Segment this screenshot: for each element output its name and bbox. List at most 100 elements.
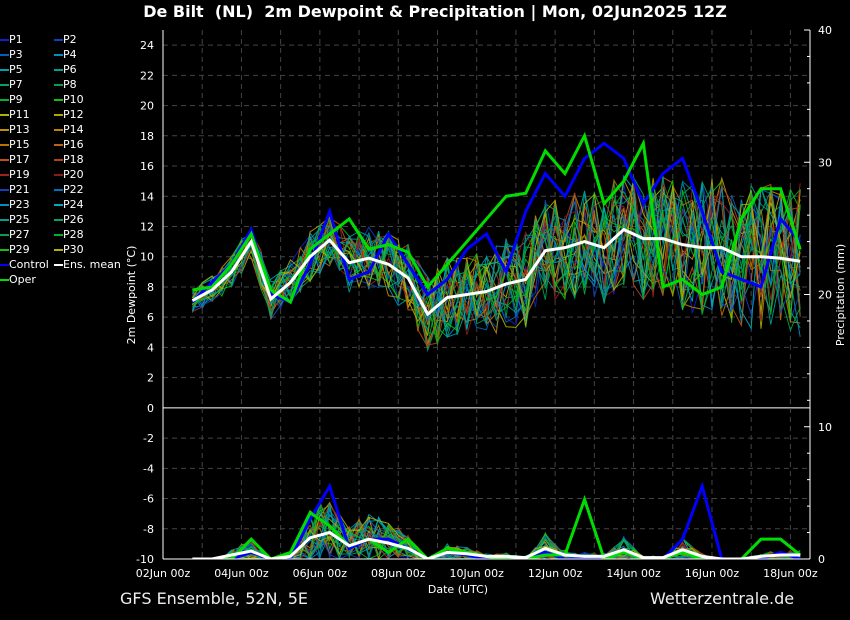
legend-swatch xyxy=(54,39,63,41)
legend-item-p21: P21 xyxy=(0,182,30,197)
member-p25-dewpoint-line xyxy=(191,185,801,333)
legend-item-p14: P14 xyxy=(54,122,84,137)
member-p24-precip-line xyxy=(192,512,801,559)
legend-label: P11 xyxy=(9,108,30,121)
y2-tick-label: 40 xyxy=(818,24,832,37)
y2-tick-label: 20 xyxy=(818,289,832,302)
y-tick-label: -6 xyxy=(143,493,154,506)
legend-swatch xyxy=(0,219,9,221)
legend-item-p9: P9 xyxy=(0,92,23,107)
x-tick-label: 02Jun 00z xyxy=(136,567,191,580)
member-p9-precip-line xyxy=(192,514,801,559)
legend-item-control: Control xyxy=(0,257,49,272)
legend-item-p25: P25 xyxy=(0,212,30,227)
legend-item-p20: P20 xyxy=(54,167,84,182)
member-p4-precip-line xyxy=(192,513,801,559)
legend-label: P16 xyxy=(63,138,84,151)
y-tick-label: -4 xyxy=(143,462,154,475)
legend-item-p22: P22 xyxy=(54,182,84,197)
legend-label: P28 xyxy=(63,228,84,241)
legend-label: P1 xyxy=(9,33,23,46)
legend-swatch xyxy=(54,264,63,266)
legend-item-p16: P16 xyxy=(54,137,84,152)
legend-swatch xyxy=(0,84,9,86)
y-tick-label: 2 xyxy=(147,372,154,385)
legend-label: P22 xyxy=(63,183,84,196)
member-p30-precip-line xyxy=(192,516,801,559)
x-tick-label: 14Jun 00z xyxy=(606,567,661,580)
legend-item-p19: P19 xyxy=(0,167,30,182)
legend-swatch xyxy=(0,39,9,41)
legend-swatch xyxy=(0,264,9,266)
legend-swatch xyxy=(0,114,9,116)
legend-item-p5: P5 xyxy=(0,62,23,77)
legend-item-p2: P2 xyxy=(54,32,77,47)
legend-swatch xyxy=(54,144,63,146)
legend-label: P13 xyxy=(9,123,30,136)
y-tick-label: -8 xyxy=(143,523,154,536)
legend-item-p8: P8 xyxy=(54,77,77,92)
y-tick-label: 8 xyxy=(147,281,154,294)
legend-swatch xyxy=(0,279,9,281)
member-p5-precip-line xyxy=(192,514,801,559)
ens-mean-dewpoint-line xyxy=(191,227,801,317)
legend-swatch xyxy=(54,234,63,236)
legend-label: P4 xyxy=(63,48,77,61)
model-info: GFS Ensemble, 52N, 5E xyxy=(120,589,308,608)
y-tick-label: 20 xyxy=(140,100,154,113)
y2-tick-label: 10 xyxy=(818,421,832,434)
source-credit: Wetterzentrale.de xyxy=(650,589,795,608)
legend-label: P26 xyxy=(63,213,84,226)
legend-label: P8 xyxy=(63,78,77,91)
y2-tick-label: 0 xyxy=(818,553,825,566)
legend-label: Ens. mean xyxy=(63,258,121,271)
x-axis-label: Date (UTC) xyxy=(428,583,488,596)
legend-label: P19 xyxy=(9,168,30,181)
legend-item-p23: P23 xyxy=(0,197,30,212)
legend-label: P27 xyxy=(9,228,30,241)
legend-item-p24: P24 xyxy=(54,197,84,212)
ens-mean-precip-line xyxy=(192,530,801,559)
legend-item-p1: P1 xyxy=(0,32,23,47)
y-tick-label: 4 xyxy=(147,341,154,354)
legend-item-oper: Oper xyxy=(0,272,36,287)
member-p12-precip-line xyxy=(192,509,801,559)
legend-label: P21 xyxy=(9,183,30,196)
legend-label: P14 xyxy=(63,123,84,136)
legend-label: P25 xyxy=(9,213,30,226)
y-tick-label: 10 xyxy=(140,251,154,264)
y-tick-label: 12 xyxy=(140,220,154,233)
legend-label: P9 xyxy=(9,93,23,106)
legend-item-p30: P30 xyxy=(54,242,84,257)
member-p3-precip-line xyxy=(192,509,801,559)
legend-label: P29 xyxy=(9,243,30,256)
x-tick-label: 06Jun 00z xyxy=(293,567,348,580)
control-precip-line xyxy=(192,481,801,559)
y-tick-label: 14 xyxy=(140,190,154,203)
legend-label: Oper xyxy=(9,273,36,286)
legend-swatch xyxy=(54,249,63,251)
y-tick-label: 24 xyxy=(140,39,154,52)
member-p6-precip-line xyxy=(192,513,801,559)
legend-swatch xyxy=(0,144,9,146)
legend-item-p10: P10 xyxy=(54,92,84,107)
legend-label: P6 xyxy=(63,63,77,76)
legend-label: P24 xyxy=(63,198,84,211)
legend-swatch xyxy=(0,69,9,71)
x-tick-label: 12Jun 00z xyxy=(528,567,583,580)
chart-title: De Bilt (NL) 2m Dewpoint & Precipitation… xyxy=(143,2,727,21)
legend-item-p17: P17 xyxy=(0,152,30,167)
legend-label: P17 xyxy=(9,153,30,166)
legend-item-p6: P6 xyxy=(54,62,77,77)
legend-swatch xyxy=(54,204,63,206)
y-tick-label: -10 xyxy=(136,553,154,566)
legend-label: P20 xyxy=(63,168,84,181)
legend-item-p15: P15 xyxy=(0,137,30,152)
member-p1-precip-line xyxy=(192,512,801,559)
y-tick-label: 16 xyxy=(140,160,154,173)
y-tick-label: -2 xyxy=(143,432,154,445)
legend-swatch xyxy=(0,234,9,236)
legend-item-p4: P4 xyxy=(54,47,77,62)
y-tick-label: 18 xyxy=(140,130,154,143)
